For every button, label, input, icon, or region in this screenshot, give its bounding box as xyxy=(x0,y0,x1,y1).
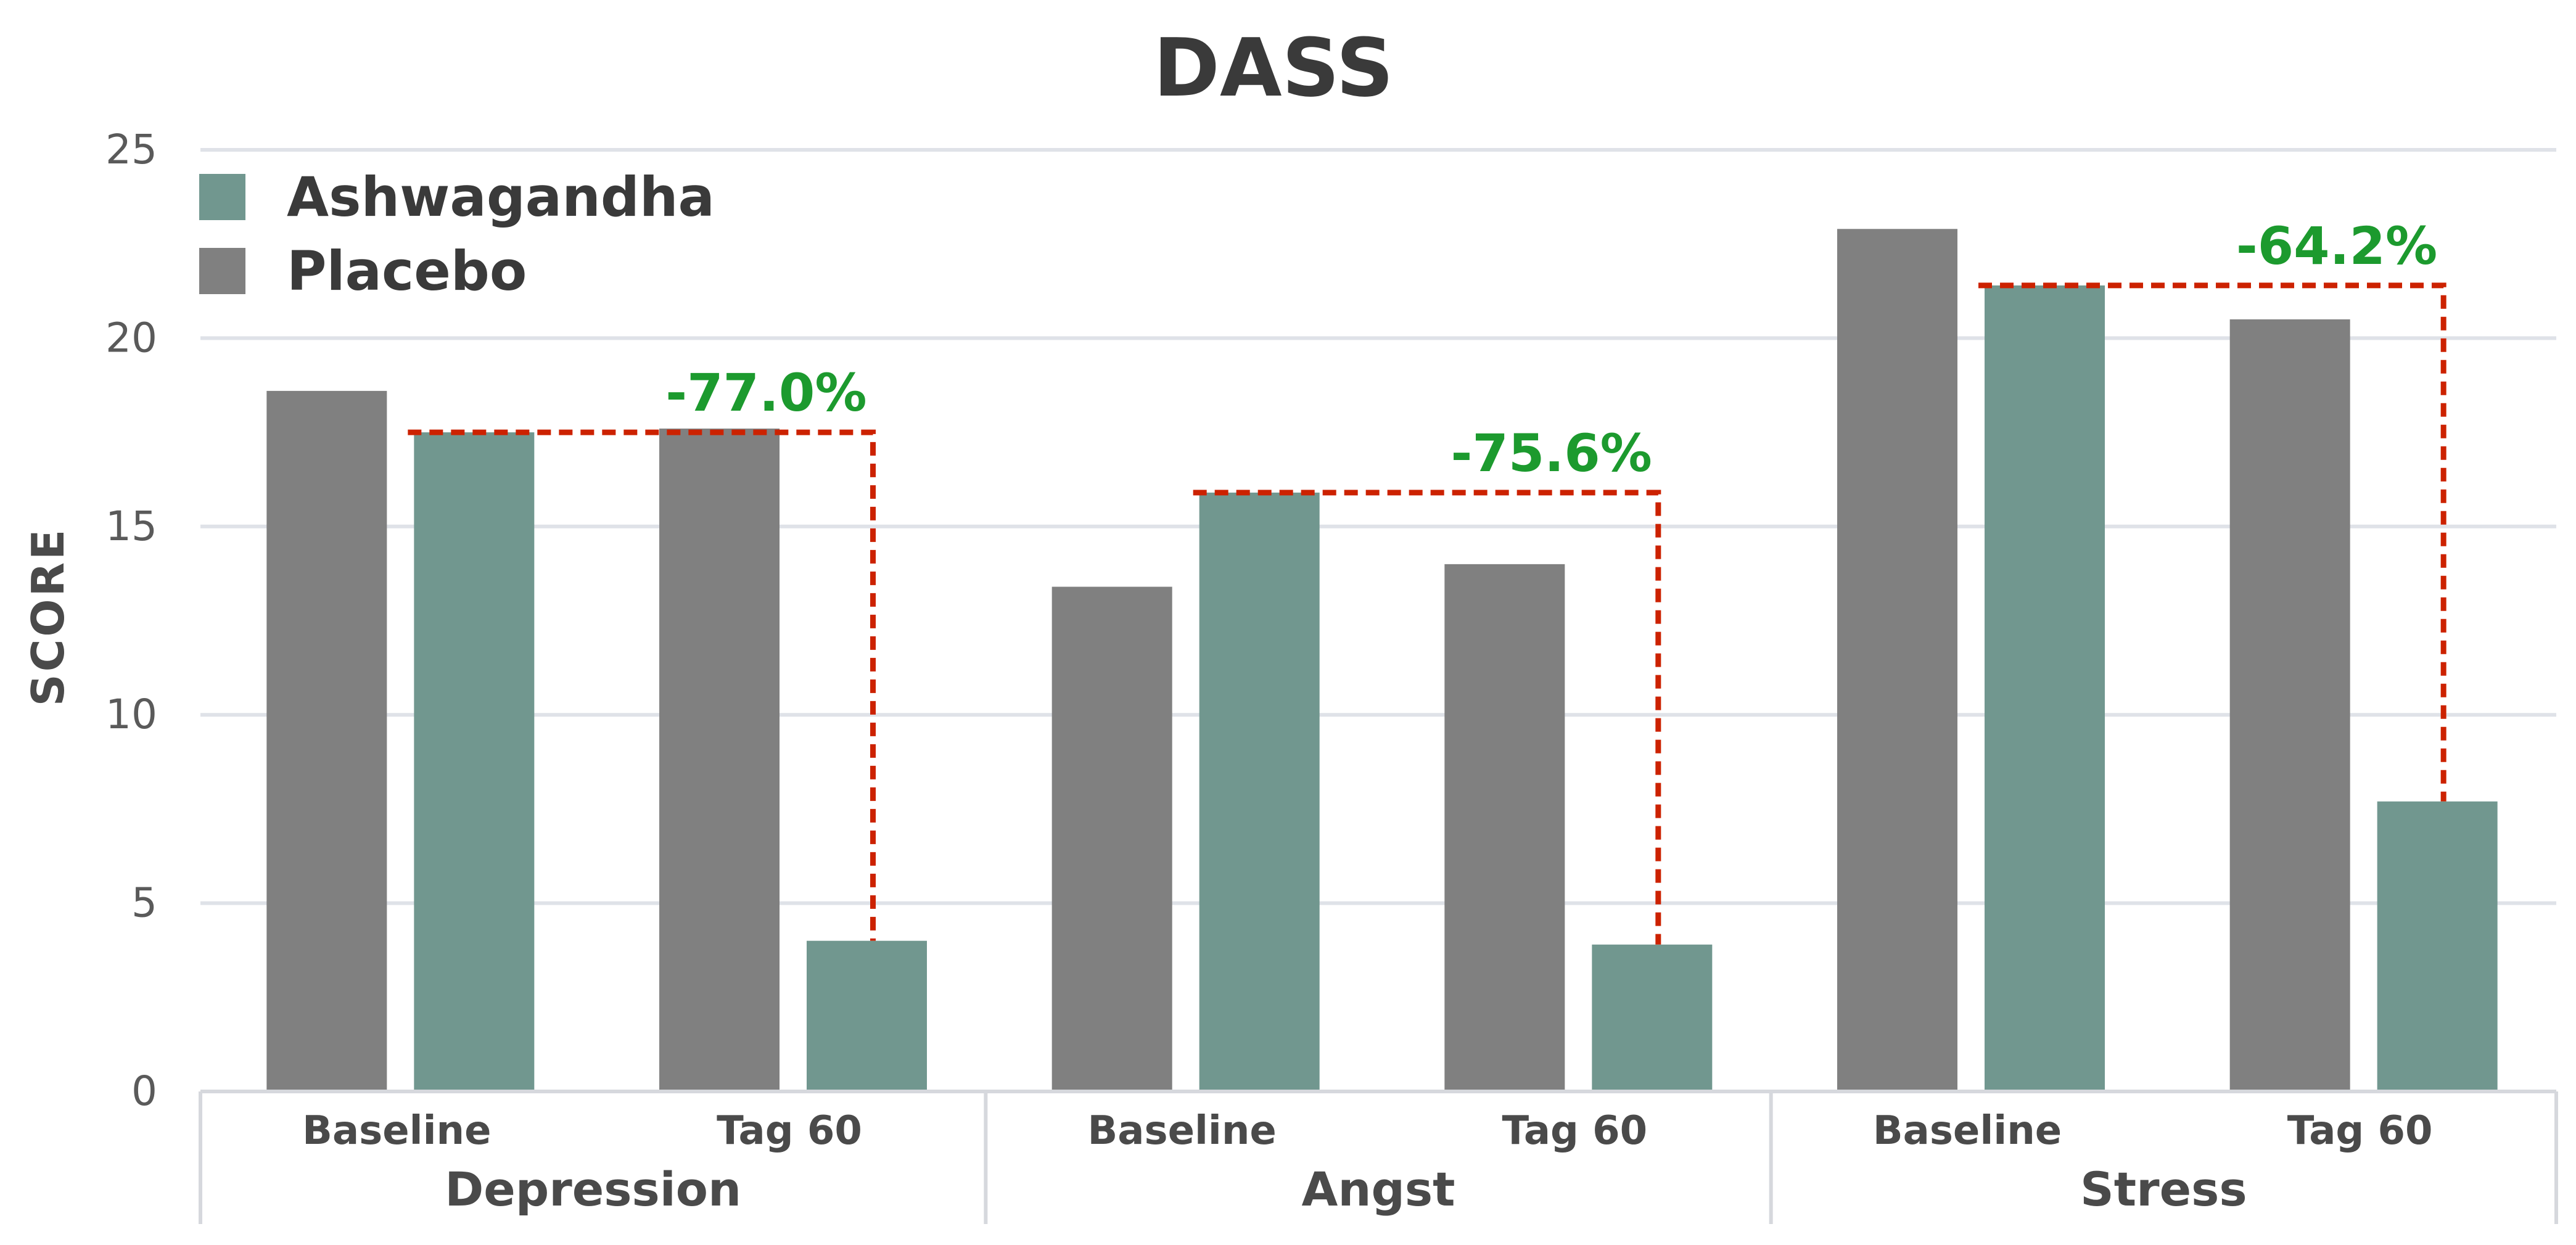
bar-placebo xyxy=(1444,564,1565,1091)
x-tick-label: Baseline xyxy=(302,1108,491,1154)
gridlines xyxy=(200,148,2556,905)
group-label: Angst xyxy=(1302,1162,1455,1217)
bar-placebo xyxy=(2229,319,2350,1091)
y-tick-label: 25 xyxy=(105,126,157,173)
x-tick-label: Baseline xyxy=(1873,1108,2062,1154)
bar-placebo xyxy=(1837,229,1957,1091)
bar-placebo xyxy=(659,428,780,1092)
bar-ashwagandha xyxy=(1199,492,1320,1091)
x-tick-label: Baseline xyxy=(1088,1108,1277,1154)
bar-ashwagandha xyxy=(1592,944,1713,1091)
legend-swatch xyxy=(199,248,245,294)
y-tick-label: 5 xyxy=(131,879,157,927)
bar-ashwagandha xyxy=(1985,285,2105,1092)
change-annotation: -77.0% xyxy=(665,363,866,423)
y-tick-label: 0 xyxy=(131,1067,157,1115)
legend: Ashwagandha Placebo xyxy=(199,165,715,303)
bars xyxy=(266,229,2498,1092)
bar-ashwagandha xyxy=(2377,801,2498,1091)
change-connectors: -77.0% -75.6% -64.2% xyxy=(408,216,2446,945)
y-axis: 0 5 10 15 20 25 xyxy=(105,126,157,1115)
x-axis: Baseline Tag 60 Depression Baseline Tag 60 An… xyxy=(199,1090,2558,1224)
bar-placebo xyxy=(266,390,387,1091)
legend-label: Placebo xyxy=(287,239,527,303)
bar-ashwagandha xyxy=(414,432,535,1091)
legend-label: Ashwagandha xyxy=(287,165,715,229)
change-annotation: -75.6% xyxy=(1451,423,1652,483)
change-connector xyxy=(408,429,876,941)
y-tick-label: 20 xyxy=(105,314,157,361)
y-axis-label: SCORE xyxy=(22,527,74,707)
y-tick-label: 15 xyxy=(105,503,157,550)
group-label: Depression xyxy=(445,1162,741,1217)
bar-placebo xyxy=(1051,586,1172,1091)
chart-title: DASS xyxy=(1153,21,1394,115)
group-label: Stress xyxy=(2080,1162,2247,1217)
legend-swatch xyxy=(199,174,245,220)
x-tick-label: Tag 60 xyxy=(1502,1108,1647,1154)
y-tick-label: 10 xyxy=(105,691,157,738)
bar-ashwagandha xyxy=(807,940,927,1091)
change-connector xyxy=(1978,282,2446,802)
change-annotation: -64.2% xyxy=(2236,216,2437,276)
x-tick-label: Tag 60 xyxy=(717,1108,862,1154)
change-connector xyxy=(1193,490,1661,945)
x-tick-label: Tag 60 xyxy=(2287,1108,2433,1154)
